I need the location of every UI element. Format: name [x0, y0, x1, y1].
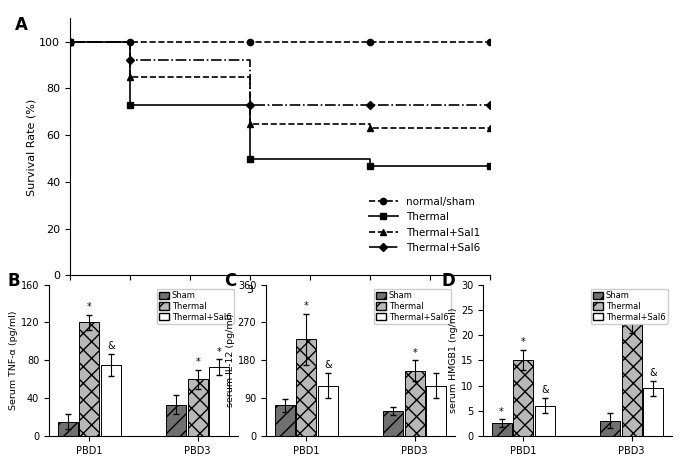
Bar	[166, 405, 186, 436]
Bar	[622, 320, 642, 436]
Bar	[296, 339, 316, 436]
Text: *: *	[629, 295, 634, 305]
Text: B: B	[8, 273, 20, 291]
Y-axis label: Serum TNF-α (pg/ml): Serum TNF-α (pg/ml)	[9, 311, 18, 410]
Bar	[274, 405, 295, 436]
Bar	[79, 322, 99, 436]
X-axis label: PBD: PBD	[265, 297, 295, 309]
Text: &: &	[650, 368, 657, 378]
Text: A: A	[15, 16, 28, 34]
Text: *: *	[195, 357, 200, 367]
Bar	[188, 379, 208, 436]
Bar	[600, 421, 620, 436]
Text: *: *	[304, 301, 309, 311]
Text: *: *	[521, 337, 526, 347]
Y-axis label: Survival Rate (%): Survival Rate (%)	[27, 98, 36, 196]
Bar	[643, 388, 664, 436]
Text: *: *	[499, 407, 504, 417]
Bar	[426, 386, 447, 436]
Bar	[491, 423, 512, 436]
Text: *: *	[87, 302, 92, 312]
Text: &: &	[324, 360, 332, 370]
Text: *: *	[217, 347, 222, 357]
Bar	[209, 367, 230, 436]
Bar	[57, 422, 78, 436]
Bar	[405, 371, 425, 436]
Legend: Sham, Thermal, Thermal+Sal6: Sham, Thermal, Thermal+Sal6	[374, 289, 451, 324]
Legend: Sham, Thermal, Thermal+Sal6: Sham, Thermal, Thermal+Sal6	[591, 289, 668, 324]
Legend: Sham, Thermal, Thermal+Sal6: Sham, Thermal, Thermal+Sal6	[157, 289, 234, 324]
Bar	[318, 386, 338, 436]
Text: &: &	[107, 341, 115, 351]
Text: C: C	[225, 273, 237, 291]
Bar	[383, 411, 403, 436]
Y-axis label: serum IL-12 (pg/ml): serum IL-12 (pg/ml)	[226, 313, 235, 407]
Bar	[101, 365, 121, 436]
Y-axis label: serum HMGB1 (ng/ml): serum HMGB1 (ng/ml)	[449, 308, 458, 413]
Bar	[535, 406, 555, 436]
Bar	[513, 360, 533, 436]
Text: &: &	[541, 386, 549, 396]
Text: D: D	[442, 273, 455, 291]
Legend: normal/sham, Thermal, Thermal+Sal1, Thermal+Sal6: normal/sham, Thermal, Thermal+Sal1, Ther…	[365, 192, 485, 257]
Text: *: *	[412, 347, 417, 358]
